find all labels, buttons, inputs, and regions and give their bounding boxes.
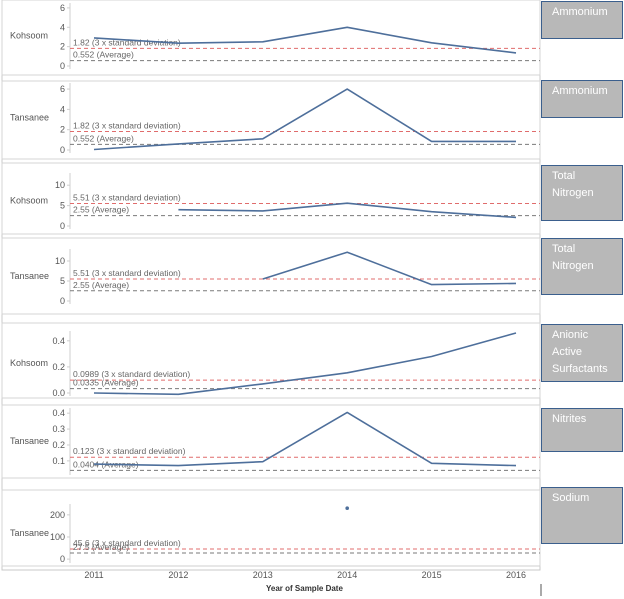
panel-measure-tag: Nitrites [541, 408, 623, 452]
x-tick-label: 2012 [168, 570, 188, 580]
panel-measure-tag: Anionic Active Surfactants [541, 324, 623, 382]
series-line [93, 26, 517, 54]
x-tick-label: 2014 [337, 570, 357, 580]
y-tick-label: 5 [60, 276, 65, 286]
y-tick-label: 0 [60, 296, 65, 306]
y-tick-label: 0.2 [52, 362, 65, 372]
row-header-label: Kohsoom [10, 196, 48, 206]
panel-border [1, 80, 541, 160]
stddev-reference-label: 0.0989 (3 x standard deviation) [73, 369, 190, 379]
x-tick-label: 2013 [253, 570, 273, 580]
panel-border [1, 162, 541, 235]
y-tick-label: 0 [60, 61, 65, 71]
y-tick-label: 0.2 [52, 440, 65, 450]
series-line [93, 411, 517, 467]
panel-measure-tag: Ammonium [541, 80, 623, 118]
stddev-reference-label: 0.123 (3 x standard deviation) [73, 446, 186, 456]
stddev-reference-label: 5.51 (3 x standard deviation) [73, 193, 181, 203]
average-reference-label: 0.0335 (Average) [73, 378, 139, 388]
y-tick-label: 100 [50, 532, 65, 542]
panel-measure-tag: Ammonium [541, 1, 623, 39]
x-tick-label: 2016 [506, 570, 526, 580]
stddev-reference-label: 45.6 (3 x standard deviation) [73, 538, 181, 548]
panel-border [1, 489, 541, 567]
y-tick-label: 5 [60, 201, 65, 211]
row-header-label: Tansanee [10, 528, 49, 538]
series-line [93, 88, 516, 151]
series-line [178, 202, 517, 219]
panel-border [1, 404, 541, 479]
stddev-reference-label: 1.82 (3 x standard deviation) [73, 121, 181, 131]
row-header-label: Tansanee [10, 113, 49, 123]
y-tick-label: 0.0 [52, 388, 65, 398]
y-tick-label: 4 [60, 22, 65, 32]
y-tick-label: 6 [60, 3, 65, 13]
panel-border [1, 0, 541, 76]
x-axis-title: Year of Sample Date [266, 584, 343, 593]
y-tick-label: 10 [55, 256, 65, 266]
average-reference-label: 0.552 (Average) [73, 133, 134, 143]
y-tick-label: 200 [50, 510, 65, 520]
row-header-label: Kohsoom [10, 31, 48, 41]
series-line [262, 251, 517, 286]
y-tick-label: 0.3 [52, 424, 65, 434]
row-header-label: Tansanee [10, 271, 49, 281]
panel-border [1, 322, 541, 399]
average-reference-label: 27.5 (Average) [73, 542, 129, 552]
y-tick-label: 2 [60, 42, 65, 52]
x-tick-label: 2011 [84, 570, 103, 580]
average-reference-label: 2.55 (Average) [73, 280, 129, 290]
stddev-reference-label: 5.51 (3 x standard deviation) [73, 268, 181, 278]
panel-measure-tag: Total Nitrogen [541, 238, 623, 295]
y-tick-label: 0 [60, 145, 65, 155]
panel-measure-tag: Total Nitrogen [541, 165, 623, 221]
y-tick-label: 0.4 [52, 408, 65, 418]
average-reference-label: 2.55 (Average) [73, 205, 129, 215]
average-reference-label: 0.552 (Average) [73, 50, 134, 60]
y-tick-label: 6 [60, 84, 65, 94]
x-tick-label: 2015 [422, 570, 442, 580]
panel-measure-tag: Sodium [541, 487, 623, 544]
y-tick-label: 2 [60, 125, 65, 135]
y-tick-label: 0 [60, 554, 65, 564]
y-tick-label: 4 [60, 104, 65, 114]
row-header-label: Kohsoom [10, 358, 48, 368]
y-tick-label: 0.1 [52, 456, 65, 466]
data-point [345, 506, 350, 511]
y-tick-label: 0 [60, 221, 65, 231]
y-tick-label: 0.4 [52, 336, 65, 346]
y-tick-label: 10 [55, 180, 65, 190]
stddev-reference-label: 1.82 (3 x standard deviation) [73, 37, 181, 47]
row-header-label: Tansanee [10, 436, 49, 446]
series-line [93, 332, 517, 396]
